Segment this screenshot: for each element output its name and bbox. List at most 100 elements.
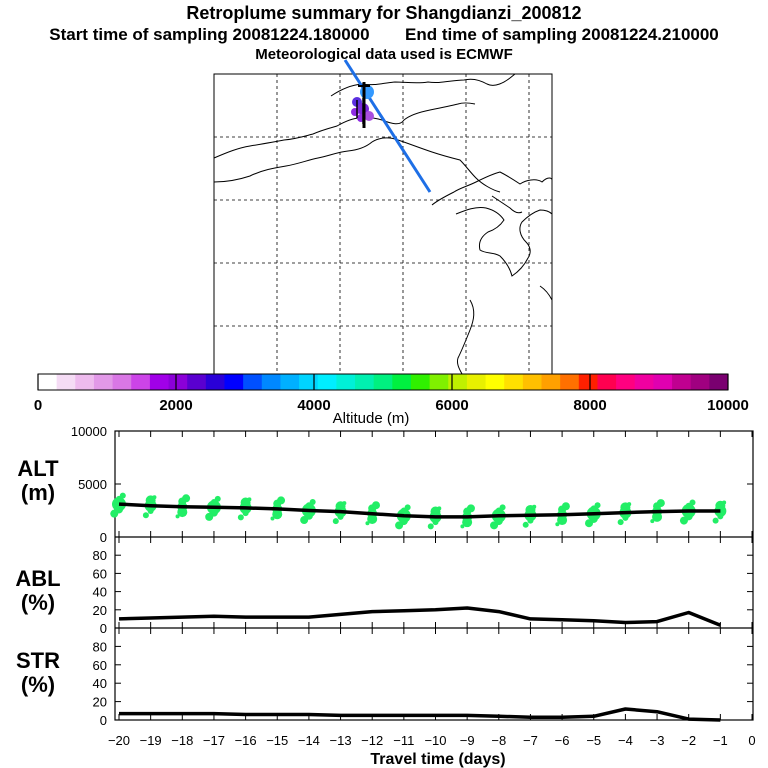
colorbar-ticks: 0 2000 4000 6000 8000 10000 — [34, 374, 749, 414]
alt-spread-dot — [594, 502, 601, 509]
alt-spread-dot — [237, 514, 244, 521]
timeseries-panels: −20 −19 −18 −17 −16 −15 −14 −13 −12 −11 −10 −9 −8 −7−… — [15, 424, 755, 768]
alt-spread-dot — [462, 517, 473, 528]
alt-spread-dot — [147, 508, 154, 515]
colorbar-cell — [168, 374, 188, 390]
x-tick-label: −11 — [393, 733, 414, 748]
alt-spread-dot — [277, 496, 286, 505]
alt-spread-dot — [247, 497, 252, 502]
colorbar-tick-label: 4000 — [297, 397, 330, 414]
x-tick-label: −18 — [171, 733, 193, 748]
abl-series-line — [118, 606, 722, 627]
colorbar-cell — [597, 374, 617, 390]
x-tick-label: −5 — [586, 733, 601, 748]
colorbar-tick-label: 8000 — [573, 397, 606, 414]
alt-spread-dot — [466, 504, 475, 513]
colorbar-cell — [280, 374, 300, 390]
colorbar-cell — [560, 374, 580, 390]
altitude-colorbar: 0 2000 4000 6000 8000 10000 Altitude (m) — [34, 373, 749, 427]
y-tick-label: 0 — [100, 713, 107, 728]
x-tick-label: −4 — [618, 733, 633, 748]
alt-panel-label: ALT — [17, 456, 59, 481]
colorbar-cell — [355, 374, 375, 390]
colorbar-cell — [672, 374, 692, 390]
alt-spread-dot — [679, 516, 688, 525]
colorbar-cells — [38, 374, 729, 390]
colorbar-cell — [634, 374, 654, 390]
colorbar-cell — [261, 374, 281, 390]
x-tick-label: −8 — [491, 733, 506, 748]
colorbar-cell — [466, 374, 487, 390]
colorbar-cell — [541, 374, 561, 390]
colorbar-cell — [616, 374, 636, 390]
x-tick-label: −6 — [555, 733, 570, 748]
y-tick-label: 80 — [93, 548, 107, 563]
colorbar-cell — [56, 374, 76, 390]
alt-spread-dot — [152, 495, 157, 500]
colorbar-title: Altitude (m) — [333, 410, 410, 427]
y-tick-label: 0 — [100, 530, 107, 545]
y-tick-label: 20 — [93, 603, 107, 618]
colorbar-cell — [187, 374, 207, 390]
end-time-label: End time of sampling 20081224.210000 — [405, 25, 719, 44]
alt-spread-dot — [175, 514, 180, 519]
colorbar-cell — [653, 374, 673, 390]
alt-spread-dot — [617, 519, 624, 526]
colorbar-cell — [224, 374, 244, 390]
colorbar-cell — [392, 374, 412, 390]
alt-spread-dot — [460, 524, 465, 529]
release-site-marker — [358, 82, 370, 128]
y-tick-label: 40 — [93, 585, 107, 600]
colorbar-cell — [522, 374, 543, 390]
colorbar-cell — [131, 374, 151, 390]
str-panel-label: STR — [16, 648, 60, 673]
alt-spread-dot — [270, 516, 275, 521]
colorbar-cell — [299, 374, 319, 390]
x-tick-label: −17 — [203, 733, 225, 748]
alt-spread-dot — [532, 504, 537, 509]
alt-spread-dot — [555, 522, 560, 527]
alt-spread-dot — [499, 504, 506, 511]
alt-spread-dot — [722, 500, 727, 505]
alt-spread-dot — [309, 499, 316, 506]
colorbar-cell — [149, 374, 170, 390]
y-tick-label: 5000 — [78, 477, 107, 492]
alt-spread-dot — [717, 513, 724, 520]
alt-spread-dot — [142, 512, 149, 519]
x-tick-label: −15 — [266, 733, 288, 748]
x-tick-label: 0 — [748, 733, 755, 748]
alt-spread-dot — [182, 494, 191, 503]
alt-spread-dot — [332, 518, 339, 525]
map-panel — [213, 59, 553, 375]
alt-spread-dots — [110, 492, 727, 530]
alt-spread-dot — [110, 509, 119, 518]
colorbar-cell — [373, 374, 393, 390]
x-ticks: −20 −19 −18 −17 −16 −15 −14 −13 −12 −11 −10 −9 −8 −7−… — [108, 431, 756, 748]
alt-spread-dot — [177, 507, 188, 518]
x-tick-label: −16 — [235, 733, 257, 748]
colorbar-cell — [93, 374, 114, 390]
alt-spread-dot — [557, 515, 568, 526]
y-tick-label: 60 — [93, 658, 107, 673]
alt-spread-dot — [342, 501, 347, 506]
alt-spread-dot — [490, 521, 499, 530]
x-tick-label: −20 — [108, 733, 130, 748]
alt-spread-dot — [272, 509, 283, 520]
colorbar-cell — [243, 374, 263, 390]
alt-spread-dot — [365, 521, 370, 526]
alt-spread-dot — [527, 517, 534, 524]
alt-series-line — [118, 502, 721, 519]
alt-spread-dot — [712, 517, 719, 524]
alt-spread-dot — [119, 492, 126, 499]
x-tick-label: −13 — [330, 733, 352, 748]
alt-panel-unit: (m) — [21, 480, 55, 505]
x-tick-label: −10 — [424, 733, 446, 748]
y-ticks: 10000 5000 0 80 60 40 20 0 80 60 40 20 0 — [71, 424, 753, 728]
alt-spread-dot — [242, 510, 249, 517]
y-tick-label: 40 — [93, 676, 107, 691]
map-grid — [214, 74, 552, 374]
alt-spread-dot — [432, 519, 439, 526]
x-tick-label: −2 — [681, 733, 696, 748]
y-tick-label: 10000 — [71, 424, 107, 439]
colorbar-cell — [485, 374, 505, 390]
